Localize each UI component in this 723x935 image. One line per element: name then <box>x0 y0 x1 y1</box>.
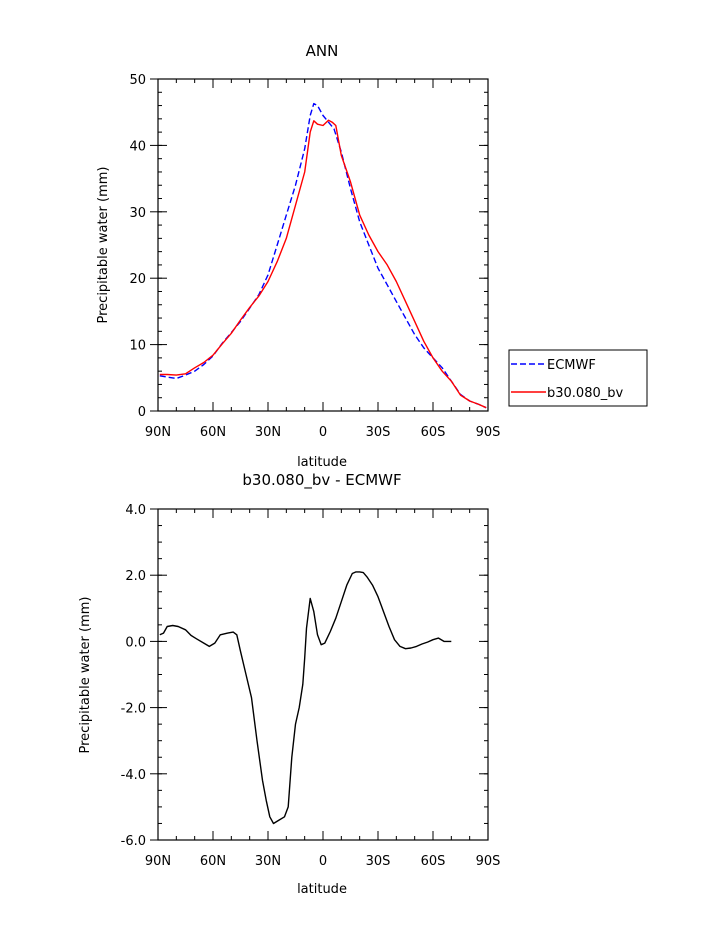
series-layer <box>159 571 452 825</box>
x-tick-label: 0 <box>319 854 327 869</box>
y-tick-label: -6.0 <box>121 834 146 849</box>
x-tick-label: 30S <box>366 854 391 869</box>
x-tick-label: 90N <box>145 425 171 440</box>
x-axis-label: latitude <box>297 455 347 470</box>
chart-title: b30.080_bv - ECMWF <box>242 471 401 490</box>
series-layer <box>159 102 487 409</box>
series-line-ecmwf <box>159 102 487 409</box>
series-line-b30-080-bv <box>159 119 487 409</box>
x-tick-label: 60N <box>200 425 226 440</box>
y-tick-label: 20 <box>129 272 146 287</box>
y-tick-label: -2.0 <box>121 702 146 717</box>
plot-frame <box>157 78 489 412</box>
x-tick-label: 90N <box>145 854 171 869</box>
legend-box <box>508 349 648 407</box>
y-tick-label: 0 <box>138 405 146 420</box>
legend-label-ecmwf: ECMWF <box>547 358 596 373</box>
y-tick-label: 50 <box>129 73 146 88</box>
axis-ticks: 90N 60N 30N 0 30S 60S 90S -6.0 -4.0 -2.0 0.0 2.0 4.0 <box>121 503 501 869</box>
x-tick-label: 60S <box>421 425 446 440</box>
axis-ticks: 90N 60N 30N 0 30S 60S 90S 0 10 20 30 40 50 <box>129 73 500 440</box>
x-tick-label: 0 <box>319 425 327 440</box>
y-axis-label: Precipitable water (mm) <box>78 597 93 754</box>
precipitable-water-chart: ANN 90N 60N 30N 0 30S 60S 90S 0 10 20 30 40 50 latit… <box>96 42 648 470</box>
x-axis-label: latitude <box>297 882 347 897</box>
y-tick-label: 40 <box>129 139 146 154</box>
x-tick-label: 60S <box>421 854 446 869</box>
x-tick-label: 30S <box>366 425 391 440</box>
difference-chart: b30.080_bv - ECMWF 90N 60N 30N 0 30S 60S 90S -6… <box>78 471 500 897</box>
legend: ECMWF b30.080_bv <box>508 349 648 407</box>
plot-frame <box>157 508 489 841</box>
y-axis-label: Precipitable water (mm) <box>96 167 111 324</box>
x-tick-label: 60N <box>200 854 226 869</box>
legend-label-b30: b30.080_bv <box>547 386 623 401</box>
x-tick-label: 30N <box>255 425 281 440</box>
y-tick-label: 10 <box>129 339 146 354</box>
x-tick-label: 90S <box>476 425 501 440</box>
chart-title: ANN <box>306 42 339 60</box>
y-tick-label: -4.0 <box>121 768 146 783</box>
y-tick-label: 30 <box>129 206 146 221</box>
series-line-difference-0 <box>159 571 452 825</box>
y-tick-label: 4.0 <box>125 503 146 518</box>
y-tick-label: 0.0 <box>125 635 146 650</box>
x-tick-label: 30N <box>255 854 281 869</box>
x-tick-label: 90S <box>476 854 501 869</box>
y-tick-label: 2.0 <box>125 569 146 584</box>
